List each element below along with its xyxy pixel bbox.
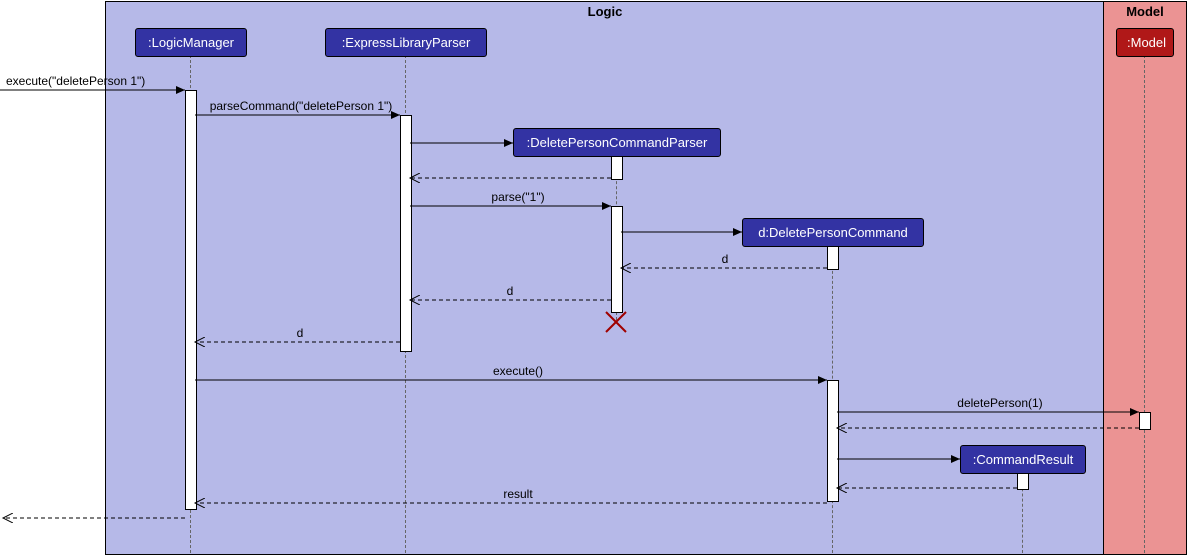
activation-dpcp1 bbox=[611, 156, 623, 180]
region-logic-title: Logic bbox=[106, 2, 1104, 21]
msg-parsecommand: parseCommand("deletePerson 1") bbox=[198, 99, 404, 113]
msg-retd1: d bbox=[715, 252, 735, 266]
participant-cmdresult: :CommandResult bbox=[960, 445, 1086, 474]
sequence-diagram: Logic Model :LogicManager :ExpressLibrar… bbox=[0, 0, 1188, 555]
activation-parser bbox=[400, 115, 412, 352]
participant-logicmanager: :LogicManager bbox=[135, 28, 247, 57]
msg-execute-in: execute("deletePerson 1") bbox=[6, 74, 171, 88]
activation-dpcp2 bbox=[611, 206, 623, 313]
participant-model: :Model bbox=[1116, 28, 1174, 57]
region-model: Model bbox=[1103, 1, 1187, 555]
activation-cr bbox=[1017, 473, 1029, 490]
msg-deleteperson: deletePerson(1) bbox=[940, 396, 1060, 410]
participant-dpc: d:DeletePersonCommand bbox=[742, 218, 924, 247]
msg-retd2: d bbox=[500, 284, 520, 298]
participant-dpcparser: :DeletePersonCommandParser bbox=[513, 128, 721, 157]
msg-execute: execute() bbox=[478, 364, 558, 378]
region-model-title: Model bbox=[1104, 2, 1186, 21]
participant-parser: :ExpressLibraryParser bbox=[325, 28, 487, 57]
msg-retd3: d bbox=[290, 326, 310, 340]
activation-dpc2 bbox=[827, 380, 839, 502]
activation-dpc1 bbox=[827, 246, 839, 270]
msg-result: result bbox=[488, 487, 548, 501]
msg-parse1: parse("1") bbox=[478, 190, 558, 204]
activation-model bbox=[1139, 412, 1151, 430]
lifeline-model bbox=[1144, 55, 1145, 553]
activation-lm bbox=[185, 90, 197, 510]
region-logic: Logic bbox=[105, 1, 1105, 555]
